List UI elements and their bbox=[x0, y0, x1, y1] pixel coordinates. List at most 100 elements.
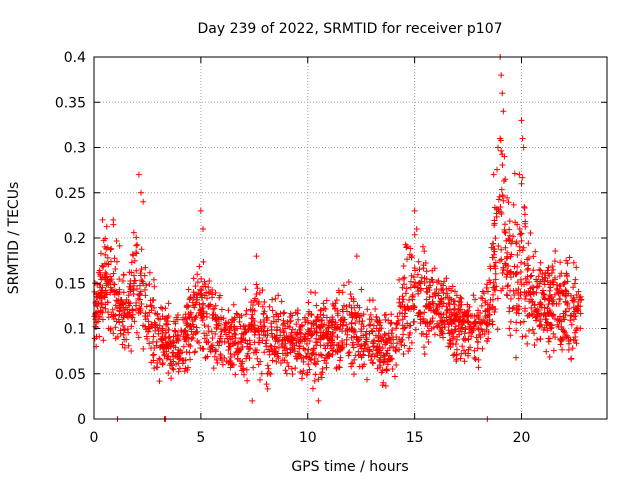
data-point bbox=[493, 283, 500, 290]
data-point bbox=[354, 302, 361, 309]
data-point bbox=[199, 302, 206, 309]
data-point bbox=[374, 318, 381, 325]
data-point bbox=[559, 346, 566, 353]
data-point bbox=[363, 338, 370, 345]
data-point bbox=[103, 245, 110, 252]
data-point bbox=[225, 307, 232, 314]
data-point bbox=[419, 243, 426, 250]
data-point bbox=[205, 328, 212, 335]
data-point bbox=[273, 358, 280, 365]
data-point bbox=[252, 349, 259, 356]
data-point bbox=[274, 338, 281, 345]
data-point bbox=[146, 325, 153, 332]
data-point bbox=[351, 356, 358, 363]
data-point bbox=[499, 90, 506, 97]
data-point bbox=[112, 324, 119, 331]
data-point bbox=[333, 325, 340, 332]
data-point bbox=[121, 310, 128, 317]
data-point bbox=[497, 135, 504, 142]
data-point bbox=[263, 381, 270, 388]
data-point bbox=[518, 180, 525, 187]
data-point bbox=[569, 345, 576, 352]
data-point bbox=[272, 295, 279, 302]
data-point bbox=[498, 256, 505, 263]
data-point bbox=[180, 343, 187, 350]
data-point bbox=[471, 354, 478, 361]
data-point bbox=[461, 330, 468, 337]
data-point bbox=[143, 282, 150, 289]
data-point bbox=[507, 332, 514, 339]
data-point bbox=[507, 318, 514, 325]
data-point bbox=[369, 328, 376, 335]
data-point bbox=[502, 261, 509, 268]
data-point bbox=[130, 287, 137, 294]
data-point bbox=[419, 318, 426, 325]
data-point bbox=[562, 298, 569, 305]
data-point bbox=[102, 269, 109, 276]
data-point bbox=[388, 319, 395, 326]
data-point bbox=[571, 280, 578, 287]
data-point bbox=[533, 289, 540, 296]
data-point bbox=[312, 361, 319, 368]
data-point bbox=[362, 331, 369, 338]
data-point bbox=[513, 319, 520, 326]
data-point bbox=[283, 352, 290, 359]
data-point bbox=[570, 316, 577, 323]
data-point bbox=[128, 259, 135, 266]
data-point bbox=[433, 286, 440, 293]
data-point bbox=[163, 348, 170, 355]
data-point bbox=[378, 325, 385, 332]
data-point bbox=[486, 320, 493, 327]
data-point bbox=[163, 320, 170, 327]
data-point bbox=[452, 312, 459, 319]
data-point bbox=[145, 324, 152, 331]
data-point bbox=[308, 311, 315, 318]
data-point bbox=[516, 171, 523, 178]
data-point bbox=[423, 288, 430, 295]
data-point bbox=[475, 339, 482, 346]
data-point bbox=[527, 229, 534, 236]
data-point bbox=[382, 316, 389, 323]
data-point bbox=[407, 278, 414, 285]
data-point bbox=[307, 289, 314, 296]
data-point bbox=[458, 301, 465, 308]
data-point bbox=[526, 312, 533, 319]
data-point bbox=[334, 334, 341, 341]
data-point bbox=[100, 263, 107, 270]
data-point bbox=[103, 282, 110, 289]
data-point bbox=[116, 276, 123, 283]
data-point bbox=[289, 371, 296, 378]
data-point bbox=[130, 282, 137, 289]
data-point bbox=[146, 309, 153, 316]
data-point bbox=[509, 238, 516, 245]
data-point bbox=[125, 342, 132, 349]
data-point bbox=[471, 347, 478, 354]
data-point bbox=[226, 327, 233, 334]
data-point bbox=[521, 260, 528, 267]
data-point bbox=[400, 262, 407, 269]
data-point bbox=[136, 305, 143, 312]
data-point bbox=[255, 339, 262, 346]
data-point bbox=[137, 305, 144, 312]
data-point bbox=[112, 335, 119, 342]
data-point bbox=[108, 276, 115, 283]
data-point bbox=[504, 292, 511, 299]
data-point bbox=[407, 245, 414, 252]
data-point bbox=[558, 323, 565, 330]
data-point bbox=[185, 286, 192, 293]
data-point bbox=[386, 344, 393, 351]
data-point bbox=[315, 397, 322, 404]
data-point bbox=[403, 285, 410, 292]
data-point bbox=[354, 341, 361, 348]
data-point bbox=[527, 273, 534, 280]
data-point bbox=[504, 194, 511, 201]
data-point bbox=[518, 259, 525, 266]
data-point bbox=[235, 339, 242, 346]
data-point bbox=[530, 253, 537, 260]
data-point bbox=[417, 280, 424, 287]
data-point bbox=[131, 277, 138, 284]
data-point bbox=[232, 371, 239, 378]
data-point bbox=[254, 355, 261, 362]
data-point bbox=[545, 311, 552, 318]
data-point bbox=[385, 355, 392, 362]
